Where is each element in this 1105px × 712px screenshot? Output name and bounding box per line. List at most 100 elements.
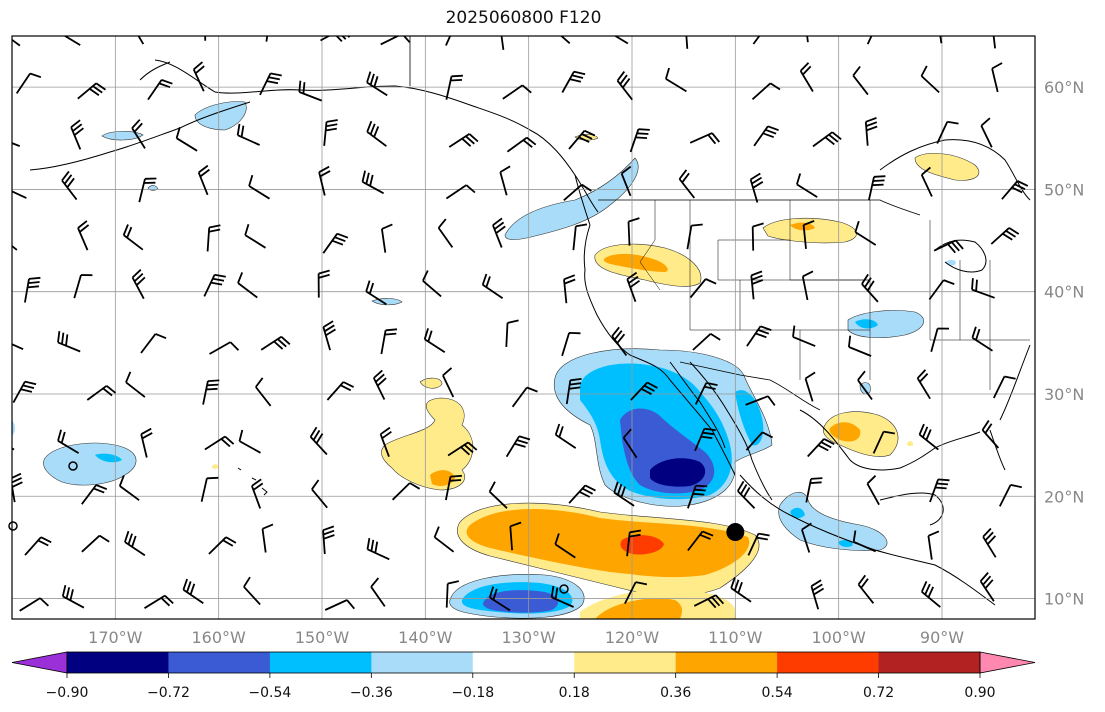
lon-tick-label: 120°W xyxy=(605,628,660,647)
wind-barb xyxy=(380,328,398,355)
wind-barb xyxy=(568,129,596,150)
wind-barb xyxy=(630,381,658,401)
wind-barb xyxy=(611,326,628,357)
wind-barb xyxy=(243,576,261,606)
coastline-baja xyxy=(669,361,726,449)
gridlines xyxy=(12,36,1035,619)
wind-barb xyxy=(322,320,336,351)
wind-barb xyxy=(872,430,895,454)
wind-barb xyxy=(561,70,586,93)
wind-barb xyxy=(175,127,198,152)
station-circle xyxy=(8,521,18,531)
colorbar-tick-label: −0.72 xyxy=(147,685,190,701)
wind-barb xyxy=(423,328,446,354)
wind-barb xyxy=(511,386,538,408)
contour-pos-036-south xyxy=(595,598,683,619)
colorbar-extend-high xyxy=(979,651,1036,674)
wind-barb xyxy=(500,36,505,51)
coastline-bc xyxy=(574,174,591,226)
contour-neg-edge xyxy=(12,420,15,436)
wind-barb xyxy=(12,190,27,199)
wind-barb xyxy=(752,36,761,45)
wind-barb xyxy=(982,527,997,558)
lon-tick-label: 100°W xyxy=(811,628,866,647)
wind-barb xyxy=(685,36,689,49)
wind-barb xyxy=(852,530,877,553)
wind-barb xyxy=(687,484,708,509)
colorbar-tick-label: −0.90 xyxy=(46,685,89,701)
wind-barb xyxy=(251,478,264,509)
shaded-contours xyxy=(12,101,980,619)
wind-barb xyxy=(565,378,582,405)
wind-barb xyxy=(445,184,476,200)
wind-barb xyxy=(746,325,772,347)
colorbar-tick-label: −0.54 xyxy=(248,685,291,701)
wind-barb xyxy=(802,220,815,249)
lon-tick-label: 90°W xyxy=(920,628,964,647)
contour-neg-mex xyxy=(778,492,888,551)
colorbar-tick-label: −0.36 xyxy=(350,685,393,701)
wind-barb xyxy=(204,435,235,451)
colorbar-segment xyxy=(371,652,474,673)
lat-tick-label: 20°N xyxy=(1044,487,1084,506)
coastline-hawaii xyxy=(237,467,268,496)
coastline-florida xyxy=(989,429,1006,471)
coastline-gulf xyxy=(799,409,981,471)
wind-barb xyxy=(627,217,640,246)
wind-barb xyxy=(492,217,506,248)
wind-barb xyxy=(868,175,886,201)
wind-barb xyxy=(563,183,592,201)
wind-barb xyxy=(488,481,508,509)
colorbar-segment xyxy=(168,652,271,673)
coastline-mexico xyxy=(739,474,996,606)
colorbar-tick-label: 0.36 xyxy=(660,685,691,701)
coastlines xyxy=(29,36,1031,606)
wind-barb xyxy=(202,379,220,405)
wind-barb xyxy=(322,232,349,254)
coastline-gulf-california xyxy=(689,361,773,501)
wind-barb xyxy=(866,475,880,506)
contour-pos-036-nevada xyxy=(603,253,668,272)
coastline-hudson xyxy=(879,139,1031,201)
wind-barb xyxy=(442,367,455,398)
wind-barb xyxy=(433,526,455,553)
wind-barb xyxy=(138,177,157,203)
wind-barb xyxy=(563,274,576,304)
wind-barb xyxy=(381,223,393,253)
wind-barb xyxy=(437,218,454,248)
wind-barb xyxy=(998,484,1022,507)
wind-barb xyxy=(568,484,596,504)
wind-barb xyxy=(920,65,940,94)
wind-barb xyxy=(70,119,84,150)
wind-barb xyxy=(678,169,696,199)
wind-barb xyxy=(380,36,411,46)
wind-barb xyxy=(61,170,78,201)
lon-tick-label: 150°W xyxy=(295,628,350,647)
wind-barb xyxy=(554,533,576,559)
wind-barb xyxy=(206,224,221,252)
wind-barb xyxy=(365,280,387,306)
wind-barb xyxy=(927,530,940,560)
wind-barb xyxy=(298,80,323,102)
wind-barb xyxy=(626,271,641,303)
wind-barb xyxy=(554,423,577,449)
wind-barb xyxy=(324,599,355,611)
wind-barb xyxy=(77,220,90,251)
station-circle xyxy=(559,584,569,594)
wind-barb xyxy=(379,426,392,458)
latitude-tick-labels: 10°N 20°N 30°N 40°N 50°N 60°N xyxy=(1044,78,1084,608)
wind-barb xyxy=(920,581,941,608)
wind-barb xyxy=(939,36,943,44)
colorbar-extend-low xyxy=(11,651,68,674)
wind-barb xyxy=(990,227,1020,245)
wind-barb xyxy=(502,84,532,100)
wind-barb xyxy=(182,578,204,604)
wind-barb xyxy=(806,36,809,43)
wind-barb xyxy=(208,536,237,555)
wind-barb xyxy=(361,170,385,195)
coastline-yucatan xyxy=(879,492,944,526)
wind-barb xyxy=(694,382,718,405)
wind-barb xyxy=(801,270,814,301)
wind-barb xyxy=(265,36,269,42)
wind-barb xyxy=(197,164,210,196)
